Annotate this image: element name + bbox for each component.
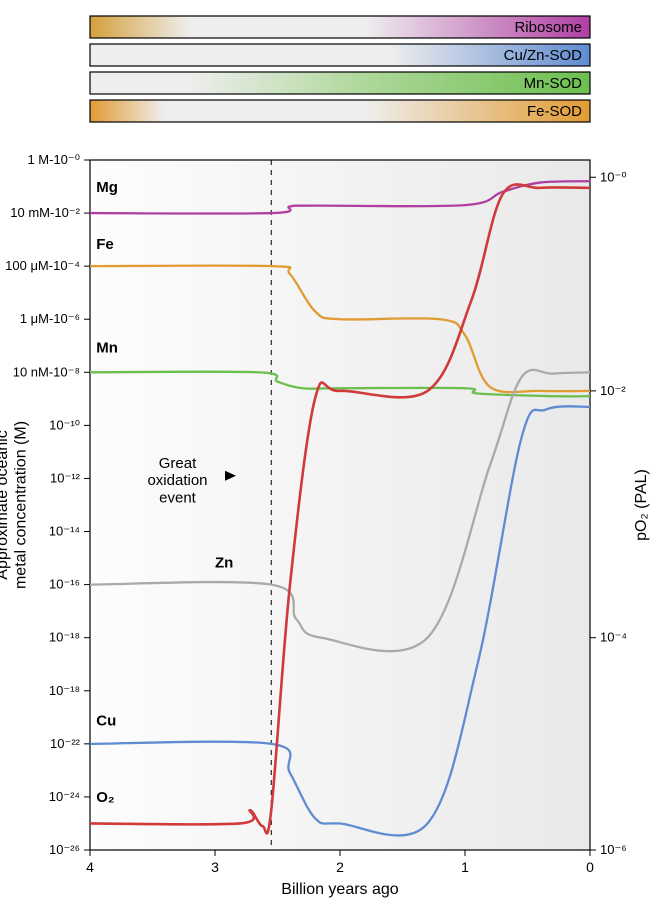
legend-label-1: Cu/Zn-SOD — [504, 47, 583, 64]
x-tick-label: 1 — [461, 859, 469, 875]
y2-tick-label: 10⁻⁴ — [600, 630, 627, 645]
legend-label-3: Fe-SOD — [527, 103, 582, 120]
y2-axis-label: pO₂ (PAL) — [633, 469, 650, 541]
y-tick-label: 10⁻¹⁶ — [49, 577, 80, 592]
legend-bar-3 — [90, 100, 590, 122]
series-label: Cu — [96, 712, 116, 729]
y-tick-label: 10 nM-10⁻⁸ — [13, 364, 80, 379]
figure-container: { "canvas": { "width": 660, "height": 90… — [0, 0, 660, 903]
y2-tick-label: 10⁻² — [600, 383, 626, 398]
y-tick-label: 10⁻²⁴ — [49, 789, 80, 804]
legend-label-2: Mn-SOD — [524, 75, 583, 92]
y-tick-label: 10⁻¹⁸ — [49, 683, 80, 698]
y2-tick-label: 10⁻⁶ — [600, 842, 627, 857]
x-tick-label: 4 — [86, 859, 94, 875]
x-axis-label: Billion years ago — [281, 881, 399, 898]
y-tick-label: 10 mM-10⁻² — [10, 205, 80, 220]
x-tick-label: 2 — [336, 859, 344, 875]
y-tick-label: 10⁻²⁶ — [49, 842, 80, 857]
y-axis-label: Approximate oceanicmetal concentration (… — [0, 421, 30, 589]
series-label: Zn — [215, 554, 233, 571]
series-label: Fe — [96, 236, 114, 253]
series-label: O₂ — [96, 789, 114, 806]
x-tick-label: 0 — [586, 859, 594, 875]
y-tick-label: 10⁻²² — [50, 736, 81, 751]
y-tick-label: 100 μM-10⁻⁴ — [5, 258, 80, 273]
y-tick-label: 10⁻¹² — [50, 470, 81, 485]
y-tick-label: 10⁻¹⁸ — [49, 630, 80, 645]
y-tick-label: 10⁻¹⁰ — [49, 417, 80, 432]
chart-svg: Ribosome Cu/Zn-SOD Mn-SOD Fe-SOD 4 3 2 1 0 Billio… — [0, 0, 660, 903]
y-tick-label: 1 M-10⁻⁰ — [27, 152, 80, 167]
legend-bar-2 — [90, 72, 590, 94]
x-tick-label: 3 — [211, 859, 219, 875]
series-label: Mn — [96, 339, 118, 356]
y2-tick-label: 10⁻⁰ — [600, 169, 627, 184]
legend-label-0: Ribosome — [514, 19, 582, 36]
y-tick-label: 1 μM-10⁻⁶ — [20, 311, 80, 326]
y-tick-label: 10⁻¹⁴ — [49, 524, 80, 539]
series-label: Mg — [96, 179, 118, 196]
